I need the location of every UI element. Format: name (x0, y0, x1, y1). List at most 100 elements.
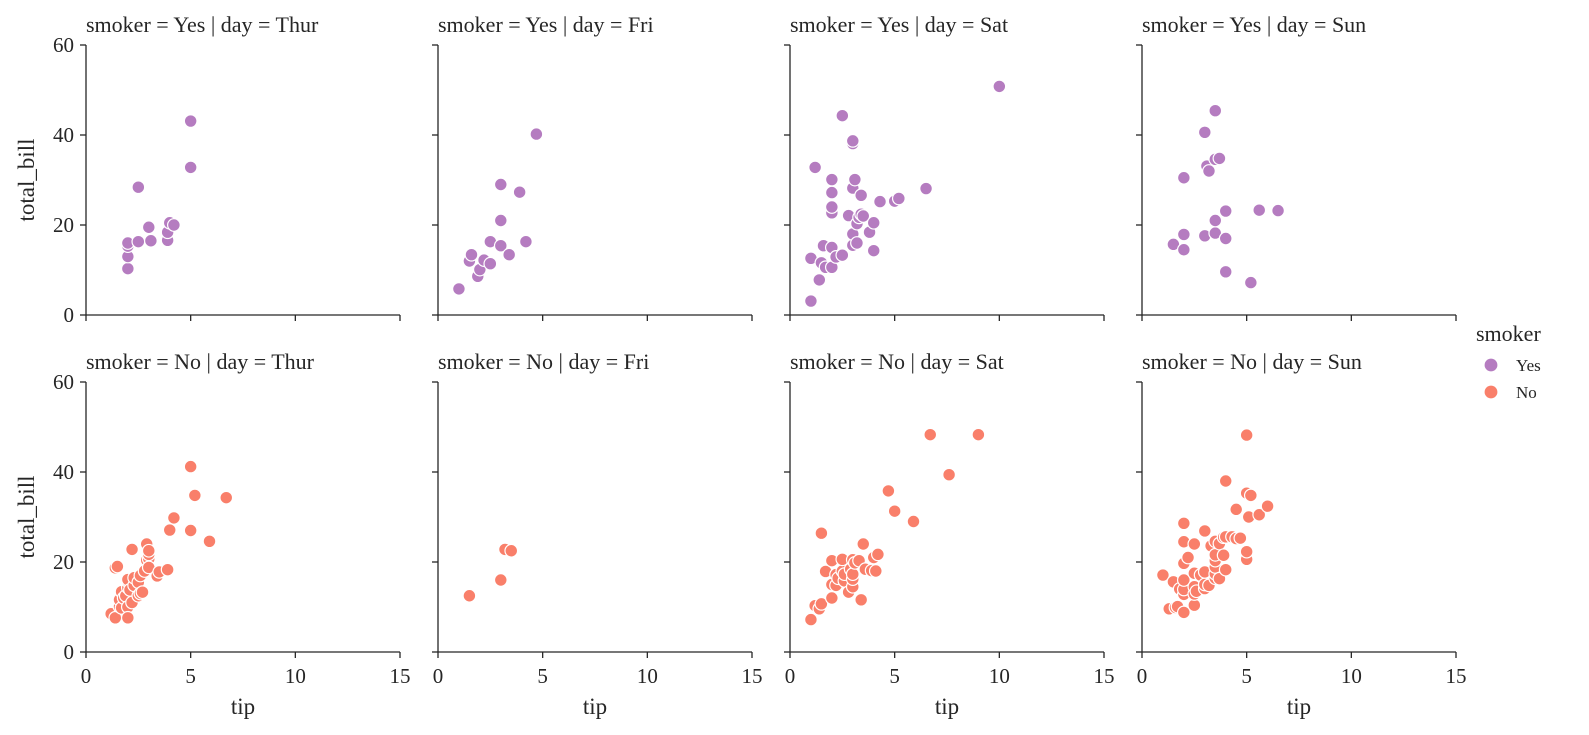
data-point (835, 248, 850, 263)
data-point (462, 588, 477, 603)
data-point (504, 543, 519, 558)
x-tick-label: 5 (1241, 664, 1252, 688)
data-point (1187, 537, 1202, 551)
data-point (845, 567, 860, 582)
data-point (143, 233, 158, 248)
data-point (1229, 502, 1244, 517)
panel-title: smoker = Yes | day = Thur (86, 12, 319, 37)
data-point (814, 596, 829, 611)
data-point (131, 180, 146, 195)
data-point (971, 427, 986, 442)
data-point (1176, 516, 1191, 531)
data-point (845, 133, 860, 148)
data-point (183, 114, 198, 128)
data-point (866, 243, 881, 258)
data-point (854, 188, 869, 203)
data-point (1176, 227, 1191, 242)
data-point (891, 191, 906, 206)
data-point (1212, 151, 1227, 166)
y-axis-label: total_bill (14, 138, 39, 221)
data-point (1218, 562, 1233, 577)
data-point (923, 427, 938, 442)
panel-title: smoker = No | day = Thur (86, 349, 315, 374)
x-tick-label: 10 (989, 664, 1010, 688)
data-point (850, 236, 864, 250)
x-tick-label: 10 (637, 664, 658, 688)
data-point (141, 543, 156, 558)
panel-title: smoker = Yes | day = Sun (1142, 12, 1366, 37)
data-point (219, 490, 234, 505)
data-point (141, 220, 156, 235)
data-point (1243, 275, 1258, 290)
data-point (1202, 164, 1216, 178)
data-point (1218, 231, 1233, 246)
panel-title: smoker = Yes | day = Fri (438, 12, 654, 37)
data-point (1218, 204, 1233, 218)
x-axis-label: tip (1287, 694, 1311, 719)
data-point (814, 526, 829, 541)
data-point (992, 79, 1007, 94)
data-point (183, 459, 198, 474)
data-point (1176, 170, 1191, 185)
data-point (202, 534, 217, 549)
facet-panels: smoker = Yes | day = Thur 0 20 40 60 total_bi… (14, 12, 1467, 719)
data-point (1218, 264, 1233, 279)
y-tick-label: 0 (64, 303, 75, 327)
data-point (131, 234, 146, 249)
x-tick-label: 5 (185, 664, 196, 688)
data-point (1176, 242, 1191, 257)
x-tick-label: 15 (1446, 664, 1467, 688)
y-tick-label: 0 (64, 640, 75, 664)
x-tick-label: 0 (785, 664, 796, 688)
data-point (167, 511, 181, 525)
x-tick-label: 10 (1341, 664, 1362, 688)
x-tick-label: 5 (537, 664, 548, 688)
data-point (464, 247, 479, 262)
data-point (167, 218, 181, 232)
data-point (493, 238, 508, 253)
panel-yes-sat: smoker = Yes | day = Sat (784, 12, 1105, 321)
data-point (187, 488, 202, 503)
data-point (1252, 507, 1267, 522)
data-point (1208, 213, 1223, 228)
data-point (160, 562, 175, 577)
data-point (847, 172, 862, 187)
data-point (1233, 531, 1248, 546)
data-point (493, 573, 508, 587)
data-point (529, 127, 544, 142)
legend-label-yes: Yes (1516, 356, 1541, 375)
data-point (824, 172, 839, 187)
x-axis-label: tip (231, 694, 255, 719)
y-tick-label: 60 (53, 33, 74, 57)
data-point (1216, 548, 1231, 563)
panel-no-sun: smoker = No | day = Sun 0 5 10 15 tip (1136, 349, 1467, 719)
data-point (1239, 428, 1254, 443)
data-point (1176, 573, 1191, 587)
data-point (856, 537, 871, 551)
data-point (1252, 203, 1267, 218)
data-point (919, 181, 933, 196)
data-point (1156, 568, 1170, 582)
x-axis-label: tip (935, 694, 959, 719)
data-point (110, 559, 125, 574)
panel-title: smoker = No | day = Fri (438, 349, 649, 374)
data-point (512, 185, 527, 200)
y-tick-label: 40 (53, 460, 74, 484)
data-point (1197, 125, 1212, 140)
x-tick-label: 0 (1137, 664, 1148, 688)
panel-no-sat: smoker = No | day = Sat 0 5 10 15 tip (784, 349, 1115, 719)
data-point (1181, 550, 1195, 565)
x-tick-label: 15 (1094, 664, 1115, 688)
data-point (812, 273, 827, 287)
data-point (1176, 605, 1191, 620)
data-point (502, 247, 517, 262)
data-point (483, 256, 498, 271)
data-point (120, 261, 135, 276)
data-point (854, 592, 869, 607)
x-tick-label: 10 (285, 664, 306, 688)
data-point (835, 108, 850, 123)
panel-title: smoker = No | day = Sun (1142, 349, 1362, 374)
panel-yes-sun: smoker = Yes | day = Sun (1136, 12, 1457, 321)
x-tick-label: 15 (390, 664, 411, 688)
x-tick-label: 0 (433, 664, 444, 688)
